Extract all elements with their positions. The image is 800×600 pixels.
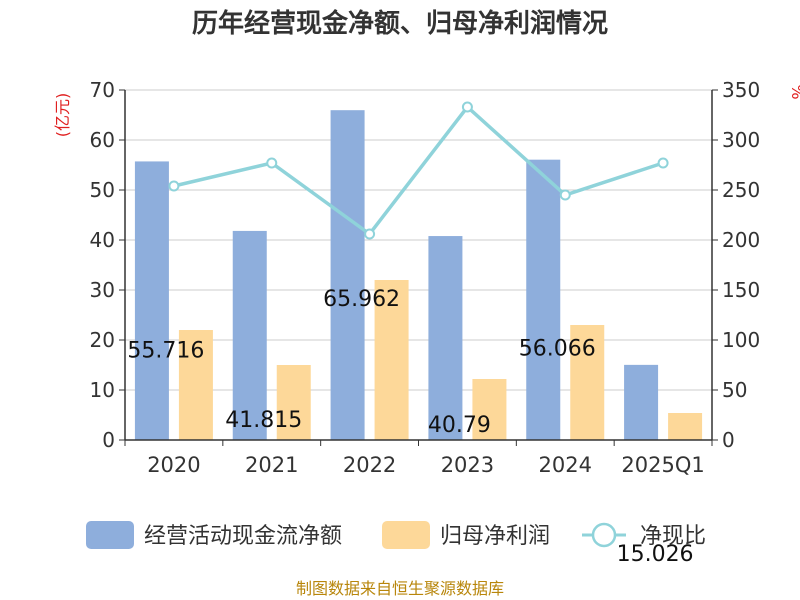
line-series bbox=[168, 101, 669, 240]
bar-operating-cash-flow bbox=[428, 236, 463, 440]
ratio-point bbox=[364, 228, 376, 240]
left-tick-label: 30 bbox=[90, 278, 115, 302]
left-tick-label: 50 bbox=[90, 178, 115, 202]
data-label: 65.962 bbox=[323, 287, 400, 312]
bar-net-profit bbox=[472, 379, 507, 440]
data-labels: 55.716 41.815 65.962 40.79 56.066 15.026 bbox=[127, 287, 693, 567]
right-tick-label: 100 bbox=[722, 328, 760, 352]
bar-operating-cash-flow bbox=[624, 364, 659, 440]
bar-operating-cash-flow bbox=[134, 161, 169, 441]
bar-operating-cash-flow bbox=[526, 159, 561, 441]
ratio-point bbox=[461, 101, 473, 113]
bar-series bbox=[134, 110, 703, 441]
right-tick-label: 250 bbox=[722, 178, 760, 202]
left-tick-label: 40 bbox=[90, 228, 115, 252]
x-tick-label: 2020 bbox=[147, 453, 200, 477]
ratio-point bbox=[266, 157, 278, 169]
legend: 经营活动现金流净额 归母净利润 净现比 bbox=[86, 521, 706, 549]
bar-net-profit bbox=[668, 413, 703, 440]
right-axis-unit: % bbox=[788, 84, 800, 99]
x-tick-label: 2022 bbox=[343, 453, 396, 477]
legend-swatch-operating-cash-flow bbox=[86, 521, 134, 549]
left-tick-label: 10 bbox=[90, 378, 115, 402]
data-label: 15.026 bbox=[617, 542, 694, 567]
legend-label: 净现比 bbox=[640, 524, 706, 549]
data-label: 55.716 bbox=[127, 338, 204, 363]
left-tick-label: 60 bbox=[90, 128, 115, 152]
right-tick-label: 150 bbox=[722, 278, 760, 302]
bar-net-profit bbox=[178, 330, 213, 440]
right-tick-label: 0 bbox=[722, 428, 735, 452]
legend-label: 归母净利润 bbox=[440, 524, 550, 549]
chart-title: 历年经营现金净额、归母净利润情况 bbox=[192, 8, 608, 39]
left-tick-label: 70 bbox=[90, 78, 115, 102]
data-label: 56.066 bbox=[519, 337, 596, 362]
bar-net-profit bbox=[570, 325, 605, 440]
x-tick-label: 2021 bbox=[245, 453, 298, 477]
x-tick-label: 2023 bbox=[441, 453, 494, 477]
ratio-point bbox=[559, 189, 571, 201]
data-label: 41.815 bbox=[225, 408, 302, 433]
left-tick-label: 20 bbox=[90, 328, 115, 352]
left-axis-unit: (亿元) bbox=[53, 93, 72, 138]
axes: 0 10 20 30 40 50 60 70 0 50 100 150 200 250 300 350 2020… bbox=[90, 78, 761, 477]
data-label: 40.79 bbox=[428, 413, 491, 438]
right-tick-label: 350 bbox=[722, 78, 760, 102]
grid-lines bbox=[125, 89, 712, 441]
ratio-point bbox=[168, 180, 180, 192]
x-tick-label: 2025Q1 bbox=[621, 453, 704, 477]
bar-operating-cash-flow bbox=[330, 110, 365, 440]
legend-swatch-net-profit bbox=[382, 521, 430, 549]
right-tick-label: 300 bbox=[722, 128, 760, 152]
legend-label: 经营活动现金流净额 bbox=[144, 524, 342, 549]
bar-net-profit bbox=[276, 365, 311, 440]
right-tick-label: 50 bbox=[722, 378, 747, 402]
ratio-line bbox=[173, 104, 664, 237]
bar-operating-cash-flow bbox=[232, 230, 267, 440]
x-tick-label: 2024 bbox=[539, 453, 592, 477]
left-tick-label: 0 bbox=[102, 428, 115, 452]
legend-swatch-ratio-marker bbox=[591, 522, 617, 548]
right-tick-label: 200 bbox=[722, 228, 760, 252]
bar-net-profit bbox=[374, 280, 409, 440]
ratio-point bbox=[657, 157, 669, 169]
source-note: 制图数据来自恒生聚源数据库 bbox=[296, 579, 504, 598]
